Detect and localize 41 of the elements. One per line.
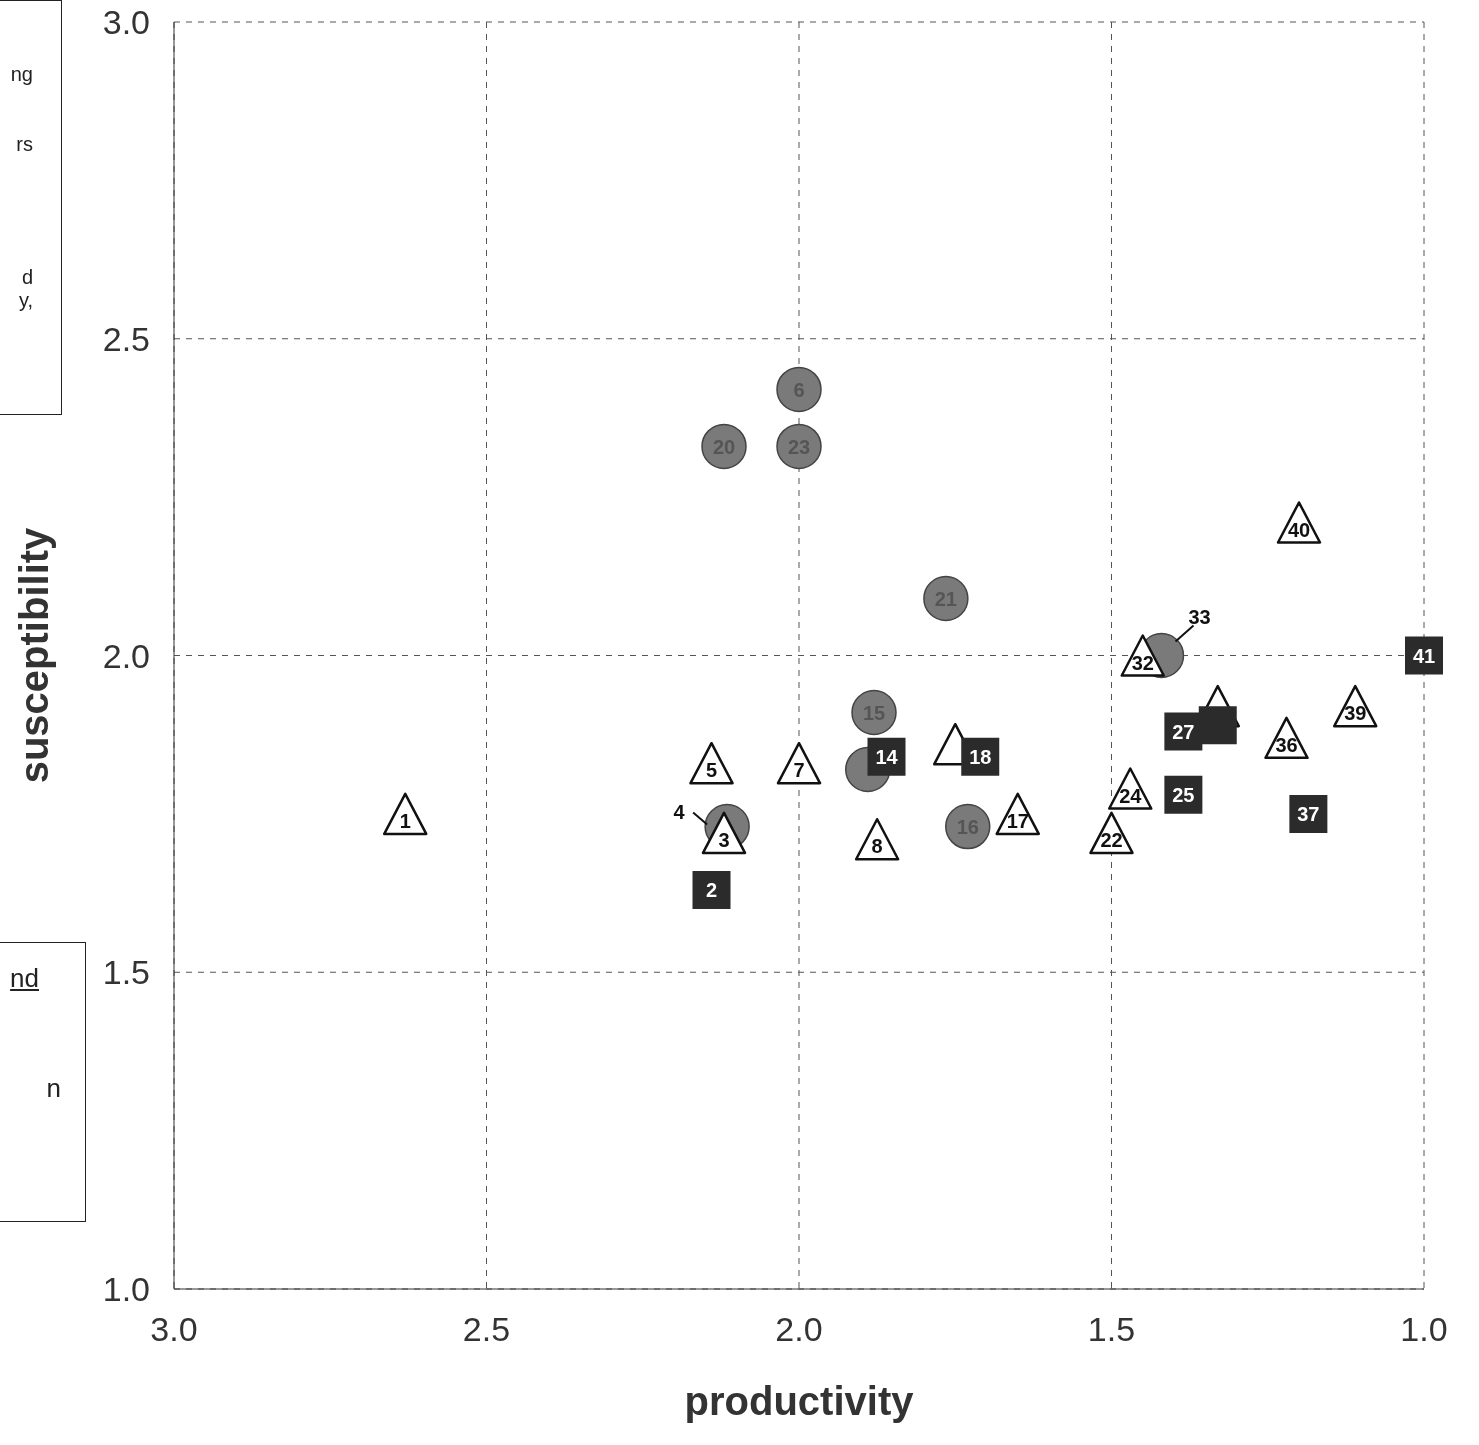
text: ng: [10, 63, 33, 86]
annotation: 36: [1275, 733, 1298, 756]
y-axis-title: susceptibility: [12, 526, 57, 784]
annotation: 5: [705, 759, 718, 782]
annotation: 32: [1131, 651, 1154, 674]
text: d: [21, 266, 33, 289]
y-tick-label: 2.5: [102, 319, 150, 358]
annotation: 14: [875, 745, 899, 768]
annotation: 24: [1119, 784, 1143, 807]
x-tick-label: 1.5: [1087, 1310, 1136, 1349]
point: [776, 366, 822, 413]
text: nd: [10, 963, 39, 994]
x-tick-label: 3.0: [150, 1310, 198, 1349]
annotation: 25: [1172, 783, 1195, 806]
annotation: 33: [1188, 605, 1211, 628]
annotation: 40: [1287, 518, 1311, 541]
y-tick-label: 1.5: [102, 953, 150, 992]
annotation: 3: [718, 828, 730, 851]
x-tick-label: 2.5: [462, 1310, 511, 1349]
annotation: 7: [793, 759, 805, 782]
text: rs: [16, 133, 33, 156]
annotation: 1: [399, 809, 411, 832]
text: n: [46, 1073, 61, 1104]
y-tick-label: 1.0: [102, 1270, 150, 1309]
x-tick-label: 1.0: [1400, 1310, 1448, 1349]
annotation: 2: [705, 878, 718, 901]
x-axis-title: productivity: [684, 1379, 915, 1423]
annotation: 22: [1100, 828, 1123, 851]
annotation: 18: [969, 745, 992, 768]
text: y,: [18, 289, 33, 312]
x-tick-label: 2.0: [775, 1310, 823, 1349]
y-tick-label: 3.0: [102, 3, 150, 42]
point: [1198, 706, 1237, 745]
y-tick-label: 2.0: [102, 636, 150, 675]
annotation: 41: [1412, 644, 1436, 667]
annotation: 17: [1006, 809, 1029, 832]
annotation: 8: [871, 835, 883, 858]
annotation: 37: [1297, 802, 1320, 825]
annotation: 27: [1172, 720, 1195, 743]
annotation: 39: [1344, 702, 1367, 725]
annotation: 4: [673, 800, 686, 823]
